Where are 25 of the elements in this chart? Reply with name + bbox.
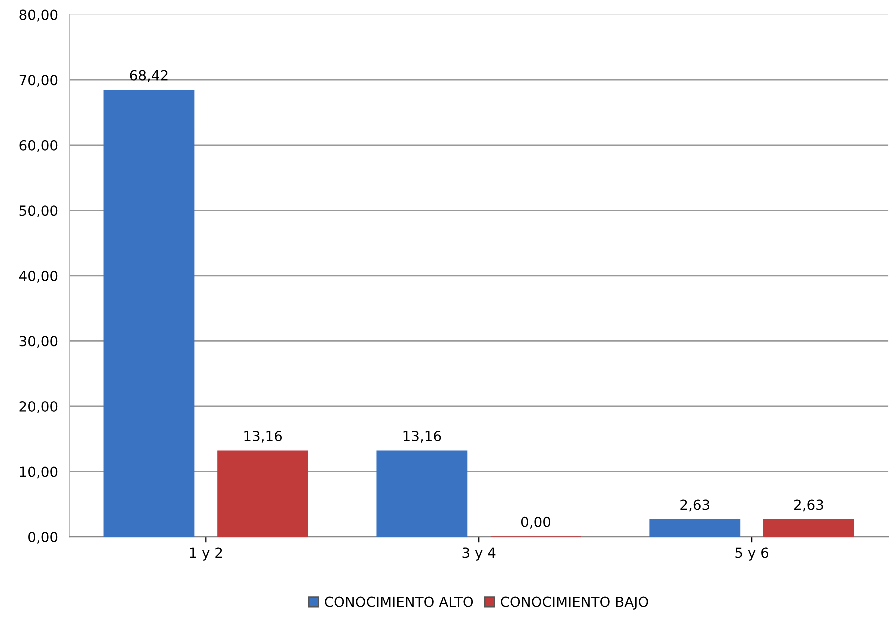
x-tick-label: 3 y 4 [462, 548, 496, 561]
bar [104, 90, 195, 538]
data-label: 2,63 [794, 500, 824, 512]
data-label: 0,00 [521, 516, 551, 529]
y-tick-label: 0,00 [28, 532, 58, 544]
y-tick-label: 40,00 [19, 270, 58, 283]
y-tick-label: 70,00 [20, 75, 58, 87]
y-tick-label: 50,00 [20, 206, 58, 218]
bar [764, 519, 854, 538]
y-tick-label: 10,00 [20, 466, 58, 479]
data-label: 68,42 [130, 70, 168, 82]
y-tick-label: 60,00 [20, 140, 58, 152]
legend-label: CONOCIMIENTO ALTO [325, 596, 474, 608]
data-label: 2,63 [680, 500, 710, 512]
bar [650, 519, 741, 538]
data-label: 13,16 [244, 430, 282, 443]
x-tick-label: 1 y 2 [190, 548, 222, 561]
bar [218, 450, 309, 538]
y-tick-label: 30,00 [20, 336, 58, 348]
y-tick-label: 20,00 [20, 401, 58, 414]
bar [376, 450, 468, 538]
legend-label: CONOCIMIENTO BAJO [501, 596, 648, 610]
y-tick-label: 80,00 [20, 10, 58, 22]
x-tick-label: 5 y 6 [736, 548, 769, 561]
data-label: 13,16 [404, 430, 442, 443]
